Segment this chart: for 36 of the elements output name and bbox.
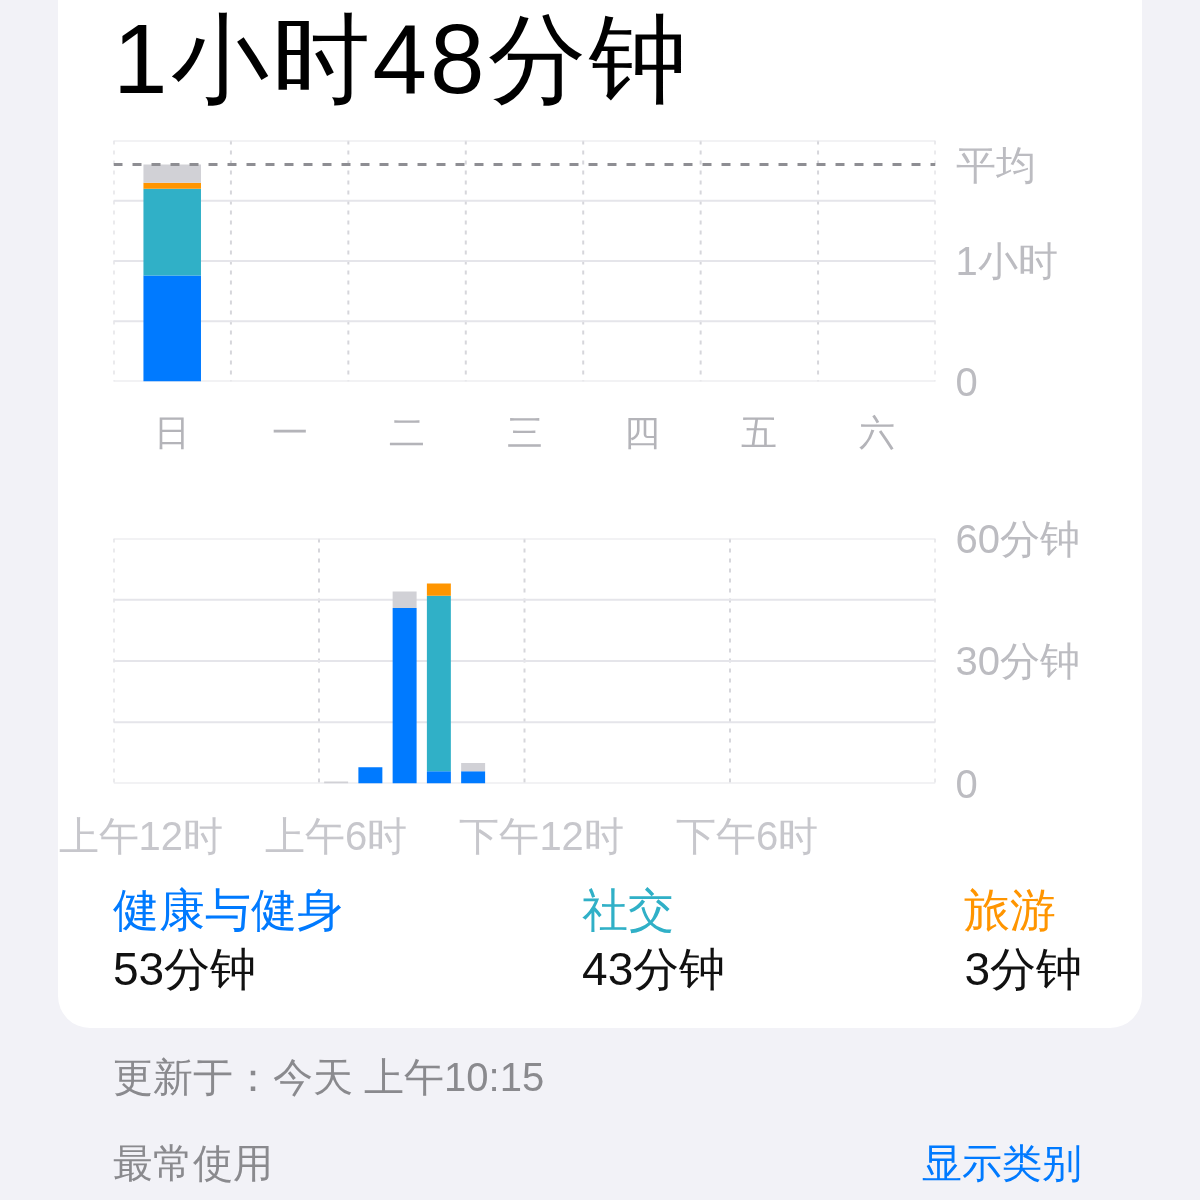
chart-title: 1小时48分钟 [112,3,690,116]
y-tick-label: 0 [955,761,978,806]
x-tick-label: 三 [506,411,543,453]
x-tick-label: 六 [858,411,895,453]
text: 53分钟 [113,943,257,995]
x-tick-label: 二 [389,411,426,453]
x-tick-label: 下午6时 [676,813,819,858]
x-tick-label: 四 [623,411,660,453]
category-label: 旅游 [964,883,1058,938]
x-tick-label: 上午6时 [265,813,408,858]
bar [392,607,417,784]
text: 43分钟 [582,943,726,995]
text: 3分钟 [964,943,1082,995]
bar [426,595,451,772]
x-tick-label: 下午12时 [459,813,624,858]
x-tick-label: 日 [154,411,191,453]
x-tick-label: 上午12时 [58,813,223,858]
category-label: 社交 [582,883,676,938]
y-tick-label: 0 [955,359,978,404]
bar [324,781,349,784]
bar [392,591,417,608]
bar [426,771,451,784]
x-tick-label: 五 [741,411,778,453]
bar [426,583,451,596]
bar [358,767,383,784]
text: 显示类别 [922,1140,1082,1186]
bar [461,763,486,772]
ref-line-label: 平均 [955,142,1036,187]
y-tick-label: 30分钟 [955,639,1080,683]
text: 最常使用 [113,1140,273,1186]
x-tick-label: 一 [271,411,308,453]
y-tick-label: 60分钟 [955,516,1080,561]
category-label: 健康与健身 [113,883,343,938]
bar [461,771,486,784]
y-tick-label: 1小时 [955,239,1058,283]
text: 更新于：今天 上午10:15 [113,1054,545,1100]
